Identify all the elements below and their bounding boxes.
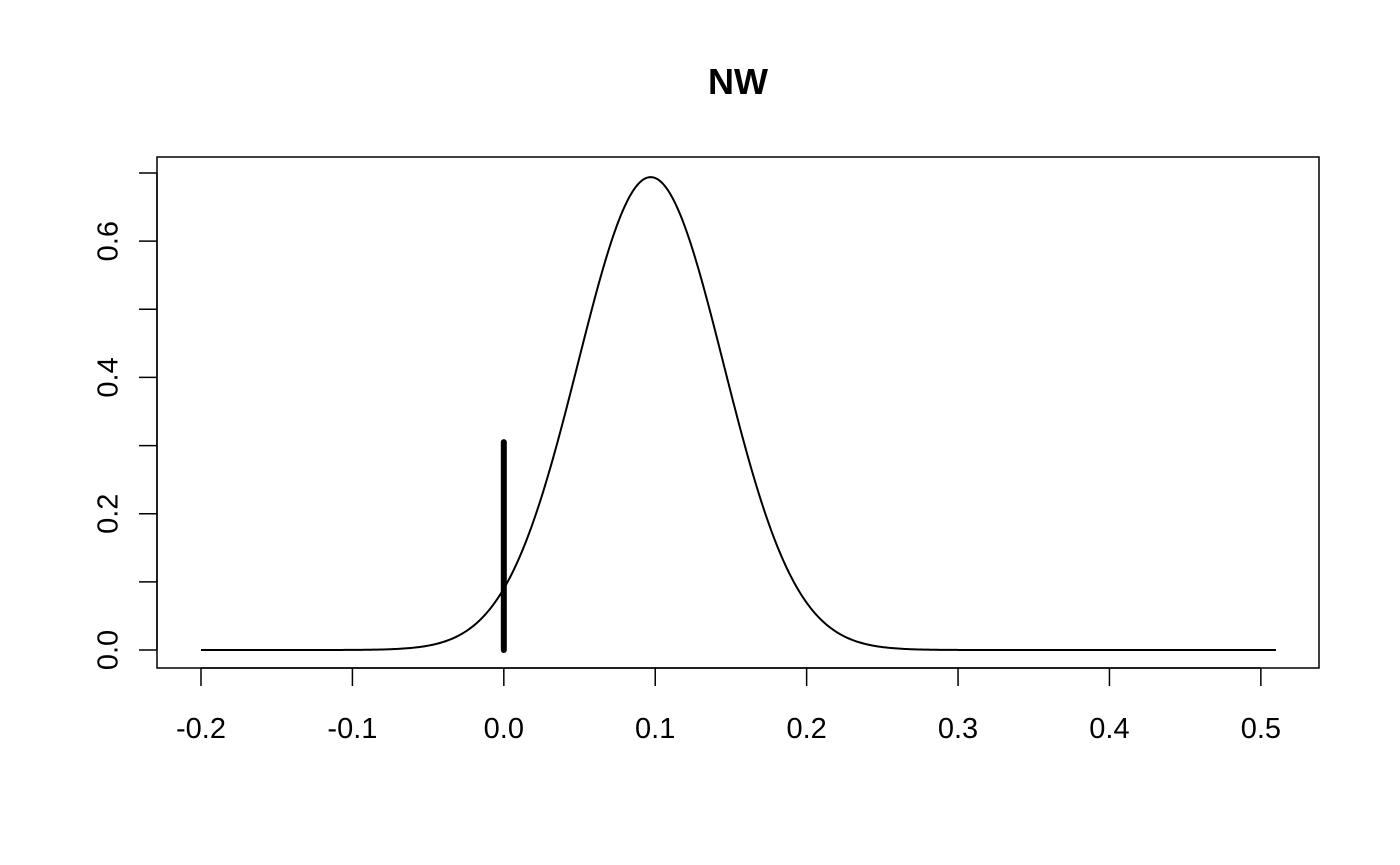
x-tick-label: 0.4 <box>1089 713 1129 745</box>
plot-frame <box>156 156 1320 669</box>
x-tick-label: 0.5 <box>1241 713 1281 745</box>
x-tick-label: -0.1 <box>327 713 377 745</box>
y-tick-label: 0.2 <box>93 494 125 534</box>
y-axis: 0.0 0.2 0.4 0.6 <box>93 172 158 670</box>
density-curve <box>201 176 1276 651</box>
y-tick-label: 0.6 <box>93 221 125 261</box>
y-tick-label: 0.0 <box>93 630 125 670</box>
x-tick-label: 0.2 <box>786 713 826 745</box>
y-tick-label: 0.4 <box>93 357 125 397</box>
chart-title: NW <box>708 61 768 102</box>
x-tick-label: 0.3 <box>938 713 978 745</box>
x-tick-label: 0.0 <box>484 713 524 745</box>
x-axis: -0.2 -0.1 0.0 0.1 0.2 0.3 0.4 0.5 <box>176 667 1281 745</box>
x-tick-label: 0.1 <box>635 713 675 745</box>
plot-area <box>201 176 1276 653</box>
x-tick-label: -0.2 <box>176 713 226 745</box>
